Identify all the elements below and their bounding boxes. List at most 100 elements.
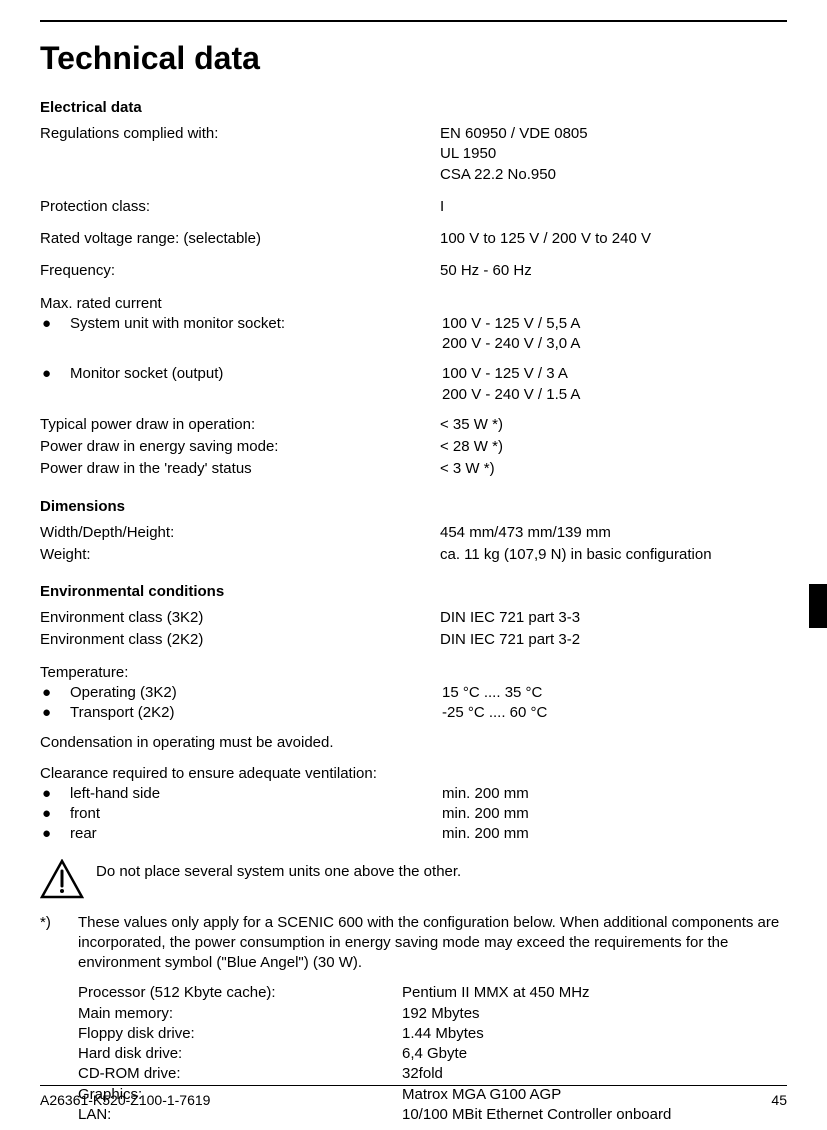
spec-label: Clearance required to ensure adequate ve… (40, 764, 787, 784)
bullet-row: ● System unit with monitor socket: 100 V… (40, 314, 787, 355)
bullet-value: 100 V - 125 V / 3 A 200 V - 240 V / 1.5 … (442, 364, 787, 405)
spec-label: Rated voltage range: (selectable) (40, 229, 440, 249)
warning-text: Do not place several system units one ab… (96, 859, 461, 880)
page-title: Technical data (40, 40, 787, 77)
bullet-row: ● rear min. 200 mm (40, 824, 787, 844)
section-heading-electrical: Electrical data (40, 99, 787, 116)
value-line: EN 60950 / VDE 0805 (440, 124, 787, 144)
config-row: Processor (512 Kbyte cache): Pentium II … (40, 983, 787, 1003)
bullet-label: System unit with monitor socket: (70, 314, 442, 355)
value-line: 200 V - 240 V / 1.5 A (442, 385, 787, 405)
spec-value: < 3 W *) (440, 459, 787, 479)
config-row: CD-ROM drive: 32fold (40, 1064, 787, 1084)
bullet-value: 15 °C .... 35 °C (442, 683, 787, 703)
spec-row: Power draw in the 'ready' status < 3 W *… (40, 459, 787, 479)
config-label: Floppy disk drive: (40, 1024, 402, 1044)
footnote: *) These values only apply for a SCENIC … (40, 913, 787, 974)
bullet-label: rear (70, 824, 442, 844)
bullet-row: ● left-hand side min. 200 mm (40, 784, 787, 804)
bullet-dot: ● (40, 364, 70, 405)
spec-label: Max. rated current (40, 294, 787, 314)
spec-label: Regulations complied with: (40, 124, 440, 185)
spec-label: Power draw in the 'ready' status (40, 459, 440, 479)
spec-label: Power draw in energy saving mode: (40, 437, 440, 457)
config-value: 6,4 Gbyte (402, 1044, 787, 1064)
footnote-text: These values only apply for a SCENIC 600… (78, 913, 787, 974)
spec-label: Typical power draw in operation: (40, 415, 440, 435)
footnote-mark: *) (40, 913, 78, 974)
spec-row: Regulations complied with: EN 60950 / VD… (40, 124, 787, 185)
spec-row: Frequency: 50 Hz - 60 Hz (40, 261, 787, 281)
value-line: 100 V - 125 V / 5,5 A (442, 314, 787, 334)
value-line: 200 V - 240 V / 3,0 A (442, 334, 787, 354)
bullet-label: Transport (2K2) (70, 703, 442, 723)
config-row: Floppy disk drive: 1.44 Mbytes (40, 1024, 787, 1044)
config-value: 1.44 Mbytes (402, 1024, 787, 1044)
value-line: CSA 22.2 No.950 (440, 165, 787, 185)
spec-label: Weight: (40, 545, 440, 565)
bullet-value: 100 V - 125 V / 5,5 A 200 V - 240 V / 3,… (442, 314, 787, 355)
page-footer: A26361-K520-Z100-1-7619 45 (40, 1085, 787, 1108)
spec-label: Environment class (3K2) (40, 608, 440, 628)
spec-row: Power draw in energy saving mode: < 28 W… (40, 437, 787, 457)
config-value: 32fold (402, 1064, 787, 1084)
bullet-label: left-hand side (70, 784, 442, 804)
condensation-note: Condensation in operating must be avoide… (40, 733, 787, 753)
spec-value: EN 60950 / VDE 0805 UL 1950 CSA 22.2 No.… (440, 124, 787, 185)
bullet-dot: ● (40, 804, 70, 824)
spec-label: Width/Depth/Height: (40, 523, 440, 543)
spec-value: 100 V to 125 V / 200 V to 240 V (440, 229, 787, 249)
spec-label: Environment class (2K2) (40, 630, 440, 650)
config-label: Hard disk drive: (40, 1044, 402, 1064)
bullet-dot: ● (40, 683, 70, 703)
bullet-dot: ● (40, 824, 70, 844)
bullet-row: ● front min. 200 mm (40, 804, 787, 824)
value-line: 100 V - 125 V / 3 A (442, 364, 787, 384)
bullet-dot: ● (40, 314, 70, 355)
spec-value: DIN IEC 721 part 3-3 (440, 608, 787, 628)
value-line: UL 1950 (440, 144, 787, 164)
doc-id: A26361-K520-Z100-1-7619 (40, 1092, 210, 1108)
spec-value: 50 Hz - 60 Hz (440, 261, 787, 281)
top-rule (40, 20, 787, 22)
spec-row: Rated voltage range: (selectable) 100 V … (40, 229, 787, 249)
bullet-dot: ● (40, 703, 70, 723)
page: Technical data Electrical data Regulatio… (0, 0, 827, 1130)
config-row: Main memory: 192 Mbytes (40, 1004, 787, 1024)
bullet-label: Monitor socket (output) (70, 364, 442, 405)
bullet-row: ● Transport (2K2) -25 °C .... 60 °C (40, 703, 787, 723)
bullet-label: front (70, 804, 442, 824)
warning-icon (40, 859, 96, 899)
spec-value: I (440, 197, 787, 217)
spec-row: Width/Depth/Height: 454 mm/473 mm/139 mm (40, 523, 787, 543)
spec-value: < 28 W *) (440, 437, 787, 457)
bullet-label: Operating (3K2) (70, 683, 442, 703)
bullet-value: -25 °C .... 60 °C (442, 703, 787, 723)
warning-note: Do not place several system units one ab… (40, 859, 787, 899)
spec-row: Environment class (3K2) DIN IEC 721 part… (40, 608, 787, 628)
config-value: 192 Mbytes (402, 1004, 787, 1024)
spec-value: 454 mm/473 mm/139 mm (440, 523, 787, 543)
spec-value: ca. 11 kg (107,9 N) in basic configurati… (440, 545, 787, 565)
config-label: Main memory: (40, 1004, 402, 1024)
bullet-row: ● Monitor socket (output) 100 V - 125 V … (40, 364, 787, 405)
spec-row: Weight: ca. 11 kg (107,9 N) in basic con… (40, 545, 787, 565)
bullet-row: ● Operating (3K2) 15 °C .... 35 °C (40, 683, 787, 703)
page-side-tab (809, 584, 827, 628)
spec-value: < 35 W *) (440, 415, 787, 435)
spec-label: Frequency: (40, 261, 440, 281)
section-heading-dimensions: Dimensions (40, 498, 787, 515)
section-heading-environmental: Environmental conditions (40, 583, 787, 600)
page-number: 45 (771, 1092, 787, 1108)
bullet-value: min. 200 mm (442, 784, 787, 804)
config-label: CD-ROM drive: (40, 1064, 402, 1084)
bullet-value: min. 200 mm (442, 824, 787, 844)
spec-value: DIN IEC 721 part 3-2 (440, 630, 787, 650)
config-row: Hard disk drive: 6,4 Gbyte (40, 1044, 787, 1064)
spec-label: Protection class: (40, 197, 440, 217)
config-label: Processor (512 Kbyte cache): (40, 983, 402, 1003)
bullet-dot: ● (40, 784, 70, 804)
config-value: Pentium II MMX at 450 MHz (402, 983, 787, 1003)
spec-label: Temperature: (40, 663, 787, 683)
spec-row: Environment class (2K2) DIN IEC 721 part… (40, 630, 787, 650)
